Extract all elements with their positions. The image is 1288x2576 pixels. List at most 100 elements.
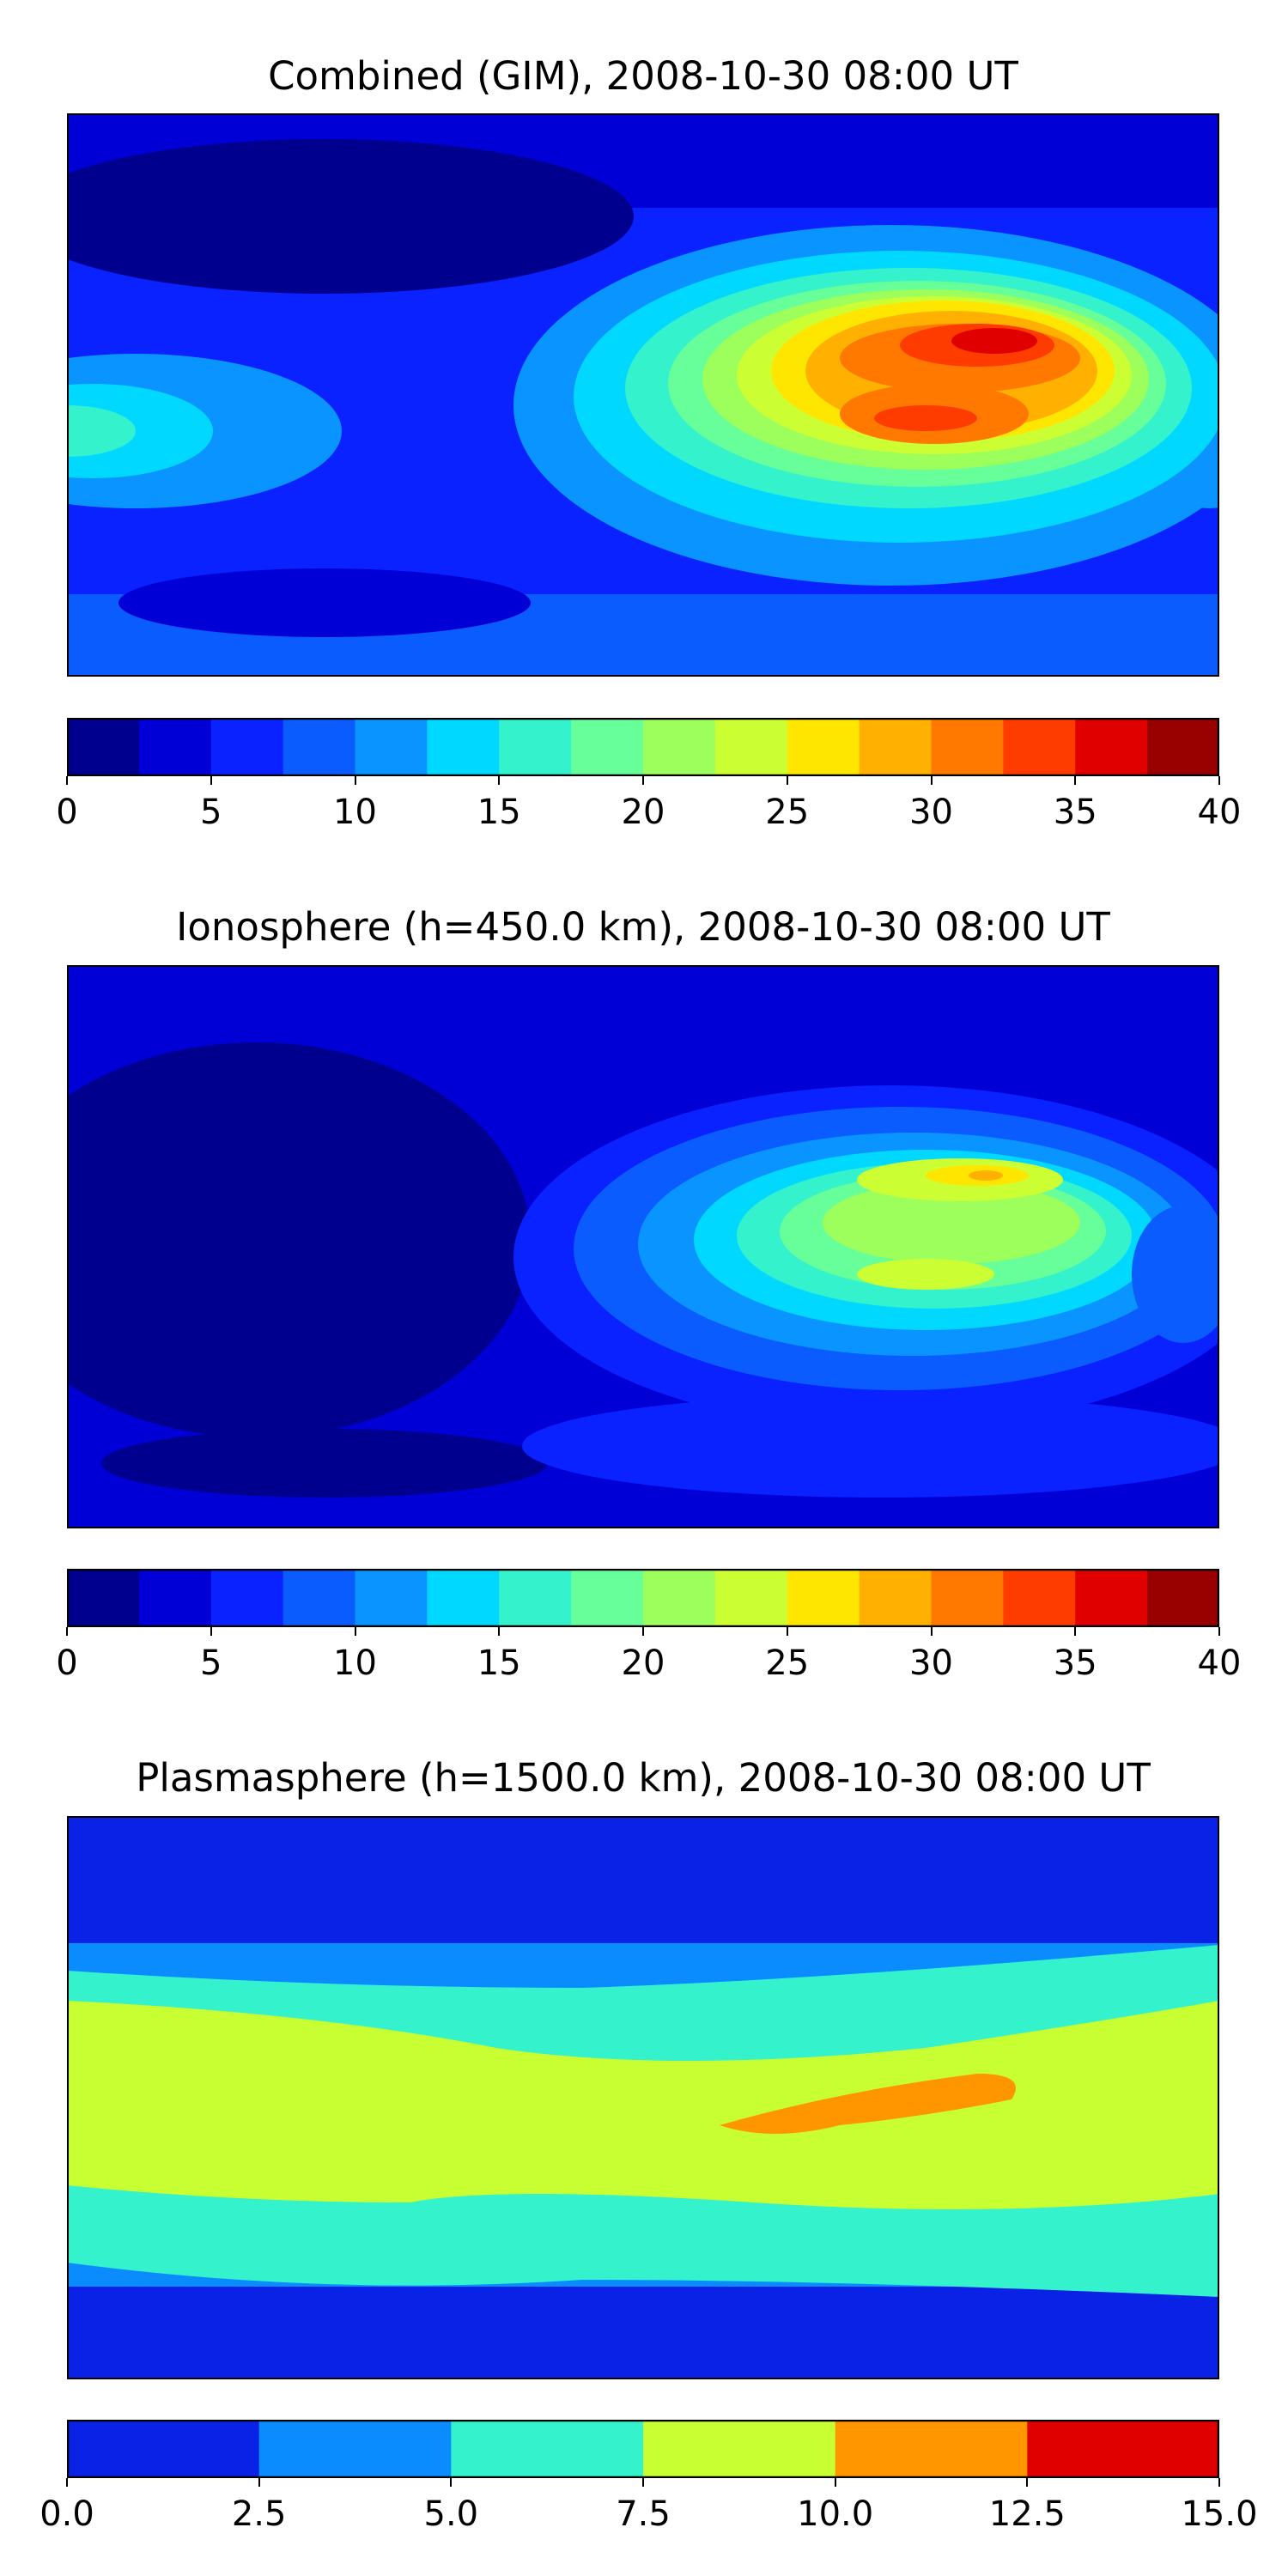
tick-mark — [1218, 776, 1220, 785]
colorbar-segment — [355, 718, 428, 776]
tick-mark — [354, 1627, 356, 1636]
colorbar-segment — [859, 718, 933, 776]
colorbar-segment — [714, 1569, 788, 1627]
colorbar-segment — [1147, 718, 1219, 776]
colorbar-segment — [643, 1569, 716, 1627]
colorbar-ticks: 0 5 10 15 20 25 30 35 40 — [56, 1627, 1241, 1704]
tick-mark — [930, 1627, 933, 1636]
tick-label: 35 — [1053, 1643, 1097, 1683]
combined-map — [67, 113, 1219, 677]
tick-label: 20 — [621, 793, 665, 832]
tick-mark — [786, 1627, 788, 1636]
tick-mark — [210, 776, 212, 785]
tick-mark — [66, 1627, 68, 1636]
tick-mark — [258, 2478, 260, 2487]
colorbar-segment — [427, 718, 500, 776]
colorbar-segment — [138, 718, 212, 776]
colorbar-segment — [835, 2420, 1028, 2478]
tick-label: 7.5 — [616, 2494, 671, 2534]
colorbar-border — [67, 2420, 1219, 2478]
tick-mark — [354, 776, 356, 785]
colorbar — [67, 1569, 1219, 1627]
tick-mark — [1026, 2478, 1029, 2487]
tick-mark — [786, 776, 788, 785]
colorbar-segment — [787, 1569, 860, 1627]
colorbar-segment — [931, 1569, 1004, 1627]
colorbar-segment — [1075, 718, 1148, 776]
panel-title: Plasmasphere (h=1500.0 km), 2008-10-30 0… — [136, 1755, 1151, 1801]
tick-mark — [66, 2478, 68, 2487]
colorbar-segment — [210, 718, 284, 776]
colorbar-segment — [1147, 1569, 1219, 1627]
tick-mark — [450, 2478, 453, 2487]
panel-title: Combined (GIM), 2008-10-30 08:00 UT — [268, 53, 1018, 99]
tick-label: 15.0 — [1181, 2494, 1258, 2534]
colorbar-segment — [1003, 718, 1076, 776]
tick-label: 40 — [1197, 1643, 1242, 1683]
tick-mark — [498, 776, 501, 785]
colorbar-segment — [643, 2420, 836, 2478]
tick-mark — [1074, 776, 1077, 785]
tick-mark — [1218, 1627, 1220, 1636]
tick-label: 5.0 — [423, 2494, 479, 2534]
tick-label: 35 — [1053, 793, 1097, 832]
tick-label: 15 — [477, 1643, 521, 1683]
colorbar-segment — [571, 718, 644, 776]
colorbar-segment — [67, 1569, 140, 1627]
colorbar-segment — [571, 1569, 644, 1627]
colorbar-segment — [714, 718, 788, 776]
colorbar-segment — [931, 718, 1004, 776]
colorbar-segment — [499, 1569, 572, 1627]
colorbar-segment — [1075, 1569, 1148, 1627]
tick-label: 15 — [477, 793, 521, 832]
colorbar-segment — [1003, 1569, 1076, 1627]
tick-mark — [930, 776, 933, 785]
colorbar-segment — [210, 1569, 284, 1627]
tick-label: 25 — [765, 1643, 810, 1683]
colorbar-segment — [1027, 2420, 1219, 2478]
tick-label: 25 — [765, 793, 810, 832]
tick-label: 10 — [333, 793, 377, 832]
colorbar-segment — [283, 718, 356, 776]
colorbar-segment — [283, 1569, 356, 1627]
colorbar-segment — [451, 2420, 644, 2478]
colorbar-segment — [67, 2420, 260, 2478]
tick-label: 40 — [1197, 793, 1242, 832]
tick-label: 12.5 — [988, 2494, 1066, 2534]
tick-mark — [642, 2478, 644, 2487]
colorbar-segment — [499, 718, 572, 776]
colorbar — [67, 2420, 1219, 2478]
ionosphere-map — [67, 965, 1219, 1528]
tick-mark — [642, 1627, 644, 1636]
tick-label: 10 — [333, 1643, 377, 1683]
tick-label: 0.0 — [39, 2494, 94, 2534]
panel-title: Ionosphere (h=450.0 km), 2008-10-30 08:0… — [176, 904, 1110, 950]
tick-mark — [1218, 2478, 1220, 2487]
tick-label: 20 — [621, 1643, 665, 1683]
colorbar-segment — [643, 718, 716, 776]
colorbar-segment — [355, 1569, 428, 1627]
colorbar-border — [67, 1569, 1219, 1627]
tick-label: 0 — [56, 1643, 78, 1683]
tick-mark — [498, 1627, 501, 1636]
plasmasphere-map — [67, 1816, 1219, 2379]
colorbar-ticks: 0.0 2.5 5.0 7.5 10.0 12.5 15.0 — [39, 2478, 1258, 2555]
tick-label: 30 — [909, 793, 953, 832]
colorbar-border — [67, 718, 1219, 776]
tick-label: 2.5 — [231, 2494, 287, 2534]
tick-label: 0 — [56, 793, 78, 832]
colorbar-segment — [138, 1569, 212, 1627]
tick-label: 5 — [200, 793, 222, 832]
colorbar-ticks: 0 5 10 15 20 25 30 35 40 — [56, 776, 1241, 854]
tick-label: 5 — [200, 1643, 222, 1683]
colorbar-segment — [67, 718, 140, 776]
tick-label: 30 — [909, 1643, 953, 1683]
tick-mark — [834, 2478, 836, 2487]
tick-mark — [66, 776, 68, 785]
colorbar-segment — [859, 1569, 933, 1627]
tick-mark — [1074, 1627, 1077, 1636]
tick-mark — [210, 1627, 212, 1636]
tick-mark — [642, 776, 644, 785]
colorbar-segment — [787, 718, 860, 776]
tick-label: 10.0 — [797, 2494, 874, 2534]
